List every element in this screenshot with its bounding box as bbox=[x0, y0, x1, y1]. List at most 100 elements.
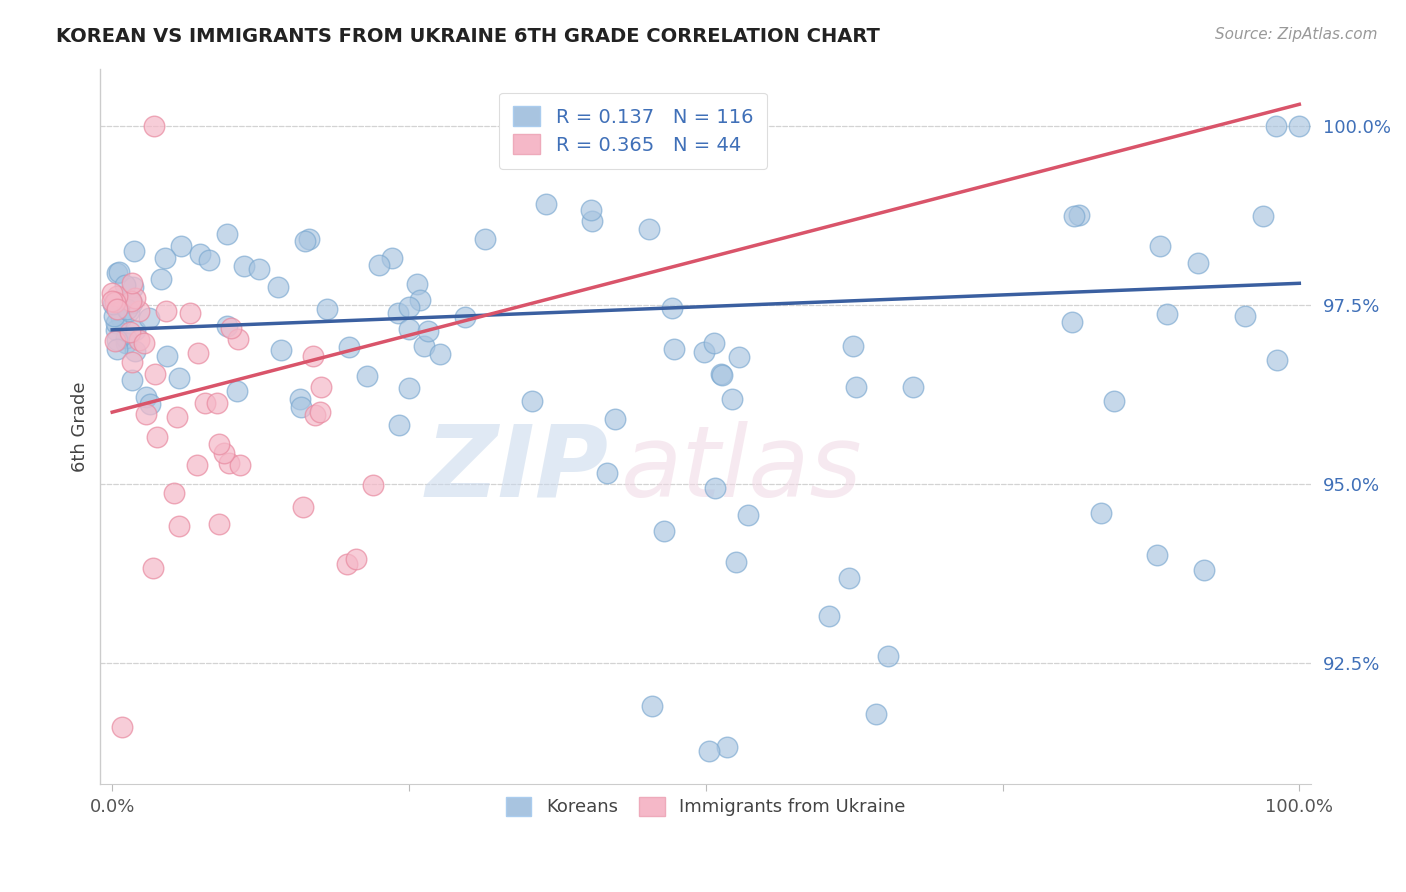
Point bbox=[215, 319, 238, 334]
Point bbox=[416, 324, 439, 338]
Text: ZIP: ZIP bbox=[426, 421, 609, 518]
Point bbox=[101, 297, 124, 311]
Point bbox=[186, 458, 208, 472]
Point bbox=[388, 417, 411, 432]
Point bbox=[876, 649, 898, 664]
Point bbox=[309, 380, 332, 394]
Point bbox=[865, 706, 887, 721]
Point bbox=[454, 310, 477, 325]
Point bbox=[661, 301, 683, 315]
Point bbox=[1102, 393, 1125, 408]
Point bbox=[104, 294, 127, 309]
Point bbox=[1265, 352, 1288, 367]
Point bbox=[111, 720, 134, 734]
Point bbox=[1194, 563, 1216, 577]
Point bbox=[638, 222, 661, 236]
Point bbox=[1062, 315, 1084, 329]
Point bbox=[110, 310, 132, 325]
Point bbox=[336, 558, 359, 572]
Point bbox=[301, 349, 323, 363]
Point bbox=[215, 227, 238, 242]
Point bbox=[103, 309, 125, 323]
Point bbox=[197, 252, 219, 267]
Point bbox=[205, 396, 228, 410]
Point bbox=[398, 321, 420, 335]
Point bbox=[122, 244, 145, 258]
Point bbox=[693, 345, 716, 359]
Point bbox=[337, 340, 360, 354]
Point bbox=[724, 555, 747, 569]
Point bbox=[145, 430, 167, 444]
Point bbox=[121, 280, 143, 294]
Point bbox=[233, 259, 256, 273]
Point bbox=[367, 259, 389, 273]
Point bbox=[1251, 209, 1274, 223]
Point bbox=[603, 411, 626, 425]
Point bbox=[105, 289, 128, 303]
Point bbox=[115, 331, 138, 345]
Point bbox=[167, 371, 190, 385]
Point bbox=[654, 524, 676, 538]
Point bbox=[105, 343, 128, 357]
Point bbox=[1288, 119, 1310, 133]
Legend: Koreans, Immigrants from Ukraine: Koreans, Immigrants from Ukraine bbox=[496, 789, 914, 825]
Point bbox=[226, 384, 249, 398]
Point bbox=[1146, 549, 1168, 563]
Point bbox=[143, 367, 166, 381]
Text: KOREAN VS IMMIGRANTS FROM UKRAINE 6TH GRADE CORRELATION CHART: KOREAN VS IMMIGRANTS FROM UKRAINE 6TH GR… bbox=[56, 27, 880, 45]
Point bbox=[1234, 309, 1257, 323]
Point bbox=[120, 294, 142, 309]
Point bbox=[1264, 119, 1286, 133]
Point bbox=[121, 276, 143, 290]
Point bbox=[208, 517, 231, 532]
Point bbox=[142, 119, 165, 133]
Point bbox=[121, 373, 143, 387]
Point bbox=[194, 395, 217, 409]
Point bbox=[292, 500, 315, 515]
Point bbox=[187, 346, 209, 360]
Point bbox=[710, 368, 733, 382]
Point bbox=[167, 519, 190, 533]
Point bbox=[267, 280, 290, 294]
Point bbox=[104, 323, 127, 337]
Text: Source: ZipAtlas.com: Source: ZipAtlas.com bbox=[1215, 27, 1378, 42]
Point bbox=[247, 262, 270, 277]
Point bbox=[901, 380, 924, 394]
Point bbox=[398, 381, 420, 395]
Point bbox=[409, 293, 432, 307]
Point bbox=[142, 561, 165, 575]
Point bbox=[520, 394, 543, 409]
Point bbox=[114, 278, 136, 293]
Point bbox=[108, 265, 131, 279]
Point bbox=[361, 478, 384, 492]
Point bbox=[128, 333, 150, 347]
Point bbox=[104, 317, 127, 331]
Point bbox=[226, 332, 249, 346]
Point bbox=[138, 311, 160, 326]
Point bbox=[703, 336, 725, 351]
Point bbox=[135, 407, 157, 421]
Point bbox=[398, 301, 420, 315]
Point bbox=[115, 302, 138, 317]
Point bbox=[155, 252, 177, 266]
Point bbox=[304, 408, 326, 422]
Point bbox=[155, 304, 177, 318]
Point bbox=[356, 368, 378, 383]
Point bbox=[124, 323, 146, 337]
Point bbox=[838, 571, 860, 585]
Point bbox=[412, 339, 434, 353]
Point bbox=[170, 238, 193, 252]
Point bbox=[817, 608, 839, 623]
Point bbox=[405, 277, 427, 292]
Point bbox=[208, 437, 231, 451]
Point bbox=[581, 214, 603, 228]
Point bbox=[841, 339, 863, 353]
Point bbox=[219, 321, 242, 335]
Point bbox=[149, 272, 172, 286]
Point bbox=[1149, 239, 1171, 253]
Point bbox=[579, 203, 602, 218]
Point bbox=[105, 302, 128, 317]
Point bbox=[121, 355, 143, 369]
Point bbox=[118, 303, 141, 318]
Point bbox=[135, 390, 157, 404]
